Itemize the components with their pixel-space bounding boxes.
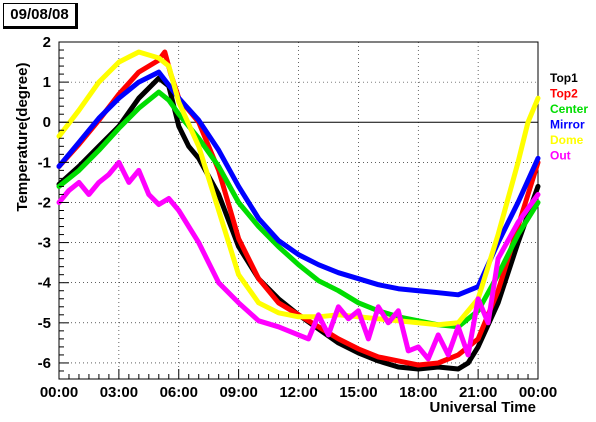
legend-entry-center: Center <box>550 102 588 116</box>
y-tick-label: 0 <box>43 114 51 131</box>
x-tick-labels: 00:00 03:00 06:00 09:00 12:00 15:00 18:00 21:00… <box>40 384 557 401</box>
legend-entry-out: Out <box>550 149 571 163</box>
x-tick-label: 12:00 <box>279 384 317 401</box>
x-tick-label: 21:00 <box>459 384 497 401</box>
legend-entry-top2: Top2 <box>550 87 578 101</box>
date-label: 09/08/08 <box>3 3 78 29</box>
x-tick-label: 00:00 <box>519 384 557 401</box>
y-tick-label: 2 <box>43 34 51 51</box>
y-tick-label: 1 <box>43 74 51 91</box>
axis-ticks <box>58 41 539 379</box>
y-tick-label: -2 <box>38 194 51 211</box>
legend-entry-mirror: Mirror <box>550 118 585 132</box>
y-tick-label: -6 <box>38 355 51 372</box>
x-tick-label: 03:00 <box>100 384 138 401</box>
y-tick-labels: -6 -5 -4 -3 -2 -1 0 1 2 <box>38 34 52 372</box>
y-tick-label: -3 <box>38 235 51 252</box>
x-tick-label: 09:00 <box>219 384 257 401</box>
series-group <box>56 49 541 372</box>
series-line-mirror <box>56 69 541 298</box>
x-tick-label: 00:00 <box>40 384 78 401</box>
series-line-dome <box>56 49 541 328</box>
series-line-out <box>56 159 541 362</box>
y-tick-label: -4 <box>38 275 52 292</box>
legend-entry-dome: Dome <box>550 133 584 147</box>
series-line-top2 <box>56 49 541 368</box>
y-tick-label: -1 <box>38 154 51 171</box>
x-tick-label: 06:00 <box>160 384 198 401</box>
x-tick-label: 18:00 <box>399 384 437 401</box>
y-tick-label: -5 <box>38 315 51 332</box>
y-axis-title: Temperature(degree) <box>14 63 31 212</box>
x-axis-title: Universal Time <box>430 399 536 416</box>
series-line-center <box>56 89 541 330</box>
legend-entry-top1: Top1 <box>550 71 578 85</box>
x-tick-label: 15:00 <box>339 384 377 401</box>
